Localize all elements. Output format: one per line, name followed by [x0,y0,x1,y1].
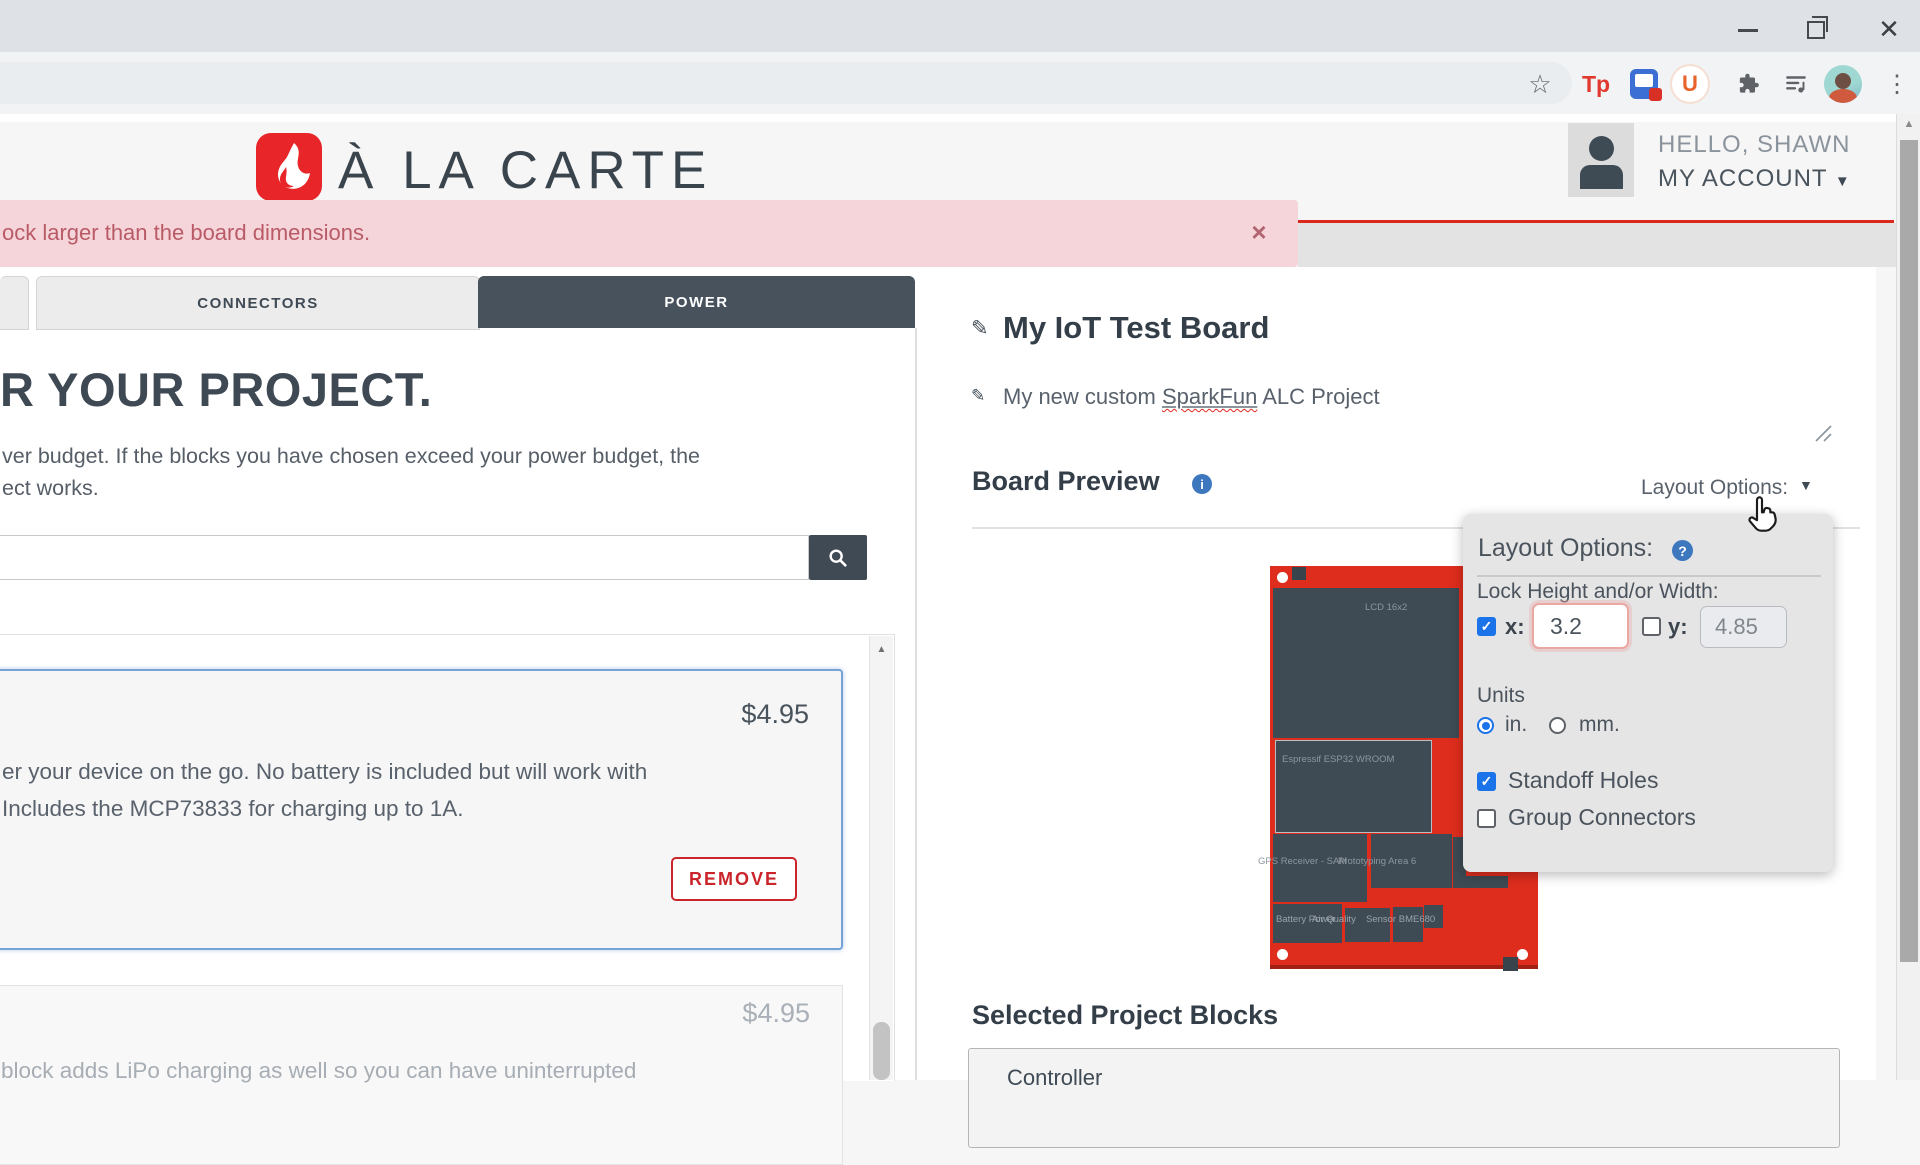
block-description-line-2: Includes the MCP73833 for charging up to… [2,796,464,822]
x-dimension-input[interactable] [1532,603,1629,649]
list-scrollbar[interactable]: ▲ [869,636,893,1080]
selected-blocks-list[interactable]: Controller [968,1048,1840,1148]
units-label: Units [1477,684,1525,708]
check-icon: ✓ [1481,618,1493,635]
error-alert: ock larger than the board dimensions. × [0,200,1298,267]
layout-options-caret-down-icon[interactable]: ▼ [1799,477,1813,493]
sparkfun-link[interactable]: SparkFun [1162,384,1257,409]
block-description-line-1: er your device on the go. No battery is … [2,759,647,785]
selected-blocks-heading: Selected Project Blocks [972,1000,1278,1031]
block-price: $4.95 [742,998,810,1029]
board-preview-heading: Board Preview [972,466,1160,497]
extension-u-icon[interactable]: U [1672,66,1708,102]
block-label: Air Quality [1312,914,1356,925]
greeting-text: HELLO, SHAWN [1658,131,1878,159]
browser-titlebar [0,0,1920,52]
page-title: R YOUR PROJECT. [0,362,432,417]
search-input[interactable] [0,535,809,580]
window-minimize-button[interactable] [1738,29,1758,32]
units-mm-label: mm. [1579,713,1620,737]
block-label: Prototyping Area 6 [1338,856,1416,867]
standoff-holes-checkbox[interactable]: ✓ [1477,772,1496,791]
standoff-holes-label: Standoff Holes [1508,767,1658,794]
board-title[interactable]: My IoT Test Board [1003,310,1269,346]
board-pad [1503,957,1518,971]
group-connectors-label: Group Connectors [1508,804,1696,831]
list-scrollbar-thumb[interactable] [873,1022,890,1080]
media-list-icon[interactable] [1778,66,1814,102]
block-price: $4.95 [741,699,809,730]
tab-connectors[interactable]: CONNECTORS [36,276,480,330]
account-avatar[interactable] [1568,123,1634,197]
board-subtitle[interactable]: My new custom SparkFun ALC Project [1003,384,1380,410]
board-block-gps[interactable] [1273,834,1367,902]
block-label: Espressif ESP32 WROOM [1282,754,1394,765]
account-caret-down-icon: ▼ [1835,173,1851,190]
browser-menu-icon[interactable]: ⋮ [1882,66,1912,102]
bookmark-star-icon[interactable]: ☆ [1522,66,1558,102]
standoff-hole [1277,949,1288,960]
page-scrollbar-thumb[interactable] [1900,140,1918,962]
standoff-hole [1277,572,1288,583]
card-shape [1635,74,1653,87]
list-scrollbar-up-icon[interactable]: ▲ [870,644,893,655]
info-icon[interactable]: i [1192,474,1212,494]
person-icon [1589,136,1614,161]
alert-close-icon[interactable]: × [1242,216,1276,250]
y-label: y: [1668,614,1688,640]
lock-dimensions-label: Lock Height and/or Width: [1477,580,1719,604]
tab-power[interactable]: POWER [478,276,915,328]
block-label: Sensor BME680 [1366,914,1435,925]
my-account-menu[interactable]: MY ACCOUNT ▼ [1658,165,1878,193]
selected-block-item[interactable]: Controller [1007,1065,1102,1091]
scrollbar-up-icon[interactable]: ▲ [1897,118,1920,130]
lock-x-checkbox[interactable]: ✓ [1477,617,1496,636]
block-card[interactable]: $4.95 block adds LiPo charging as well s… [0,985,843,1165]
sparkfun-flame-logo-icon[interactable] [256,133,322,201]
board-pad [1292,567,1306,580]
group-connectors-checkbox[interactable] [1477,809,1496,828]
search-icon [827,547,849,569]
extension-tp-icon[interactable]: Tp [1576,66,1616,102]
board-block-strip[interactable] [1460,876,1508,888]
block-label: LCD 16x2 [1365,602,1407,613]
help-icon[interactable]: ? [1672,540,1693,561]
lock-y-checkbox[interactable] [1642,617,1661,636]
popup-title: Layout Options: [1478,534,1653,563]
remove-button[interactable]: REMOVE [671,857,797,901]
tab-partial[interactable] [0,276,29,330]
window-restore-button[interactable] [1807,21,1825,39]
page-scrollbar[interactable]: ▲ [1896,114,1920,1080]
window-close-button[interactable]: ✕ [1874,14,1904,44]
alert-message: ock larger than the board dimensions. [2,220,370,246]
units-mm-radio[interactable] [1549,717,1566,734]
description-line-1: ver budget. If the blocks you have chose… [2,444,700,469]
block-card-selected[interactable]: $4.95 er your device on the go. No batte… [0,669,843,950]
password-manager-extension-icon[interactable] [1630,69,1658,99]
check-icon: ✓ [1481,773,1493,790]
textarea-resize-handle-icon[interactable] [1810,424,1832,447]
popup-divider [1477,575,1821,577]
edit-title-pencil-icon[interactable]: ✎ [971,316,989,341]
y-dimension-input[interactable] [1700,606,1787,648]
block-description-line-1: block adds LiPo charging as well so you … [1,1058,636,1084]
layout-options-popup: Layout Options: ? Lock Height and/or Wid… [1463,514,1833,872]
toolbar-divider [0,114,1920,122]
lock-badge-icon [1649,88,1662,101]
page-background-band [1298,223,1896,267]
address-bar[interactable] [0,62,1572,104]
standoff-hole [1517,949,1528,960]
description-line-2: ect works. [2,476,99,501]
x-label: x: [1505,614,1525,640]
units-in-radio[interactable] [1477,717,1494,734]
block-label: GPS Receiver - SAM [1258,856,1347,867]
brand-wordmark[interactable]: À LA CARTE [338,140,713,201]
edit-subtitle-pencil-icon[interactable]: ✎ [971,386,985,406]
units-in-label: in. [1505,713,1527,737]
column-divider [915,328,917,1080]
extensions-puzzle-icon[interactable] [1730,66,1766,102]
browser-profile-avatar[interactable] [1824,65,1862,103]
mouse-cursor-hand-icon [1742,494,1782,539]
search-button[interactable] [809,535,867,580]
